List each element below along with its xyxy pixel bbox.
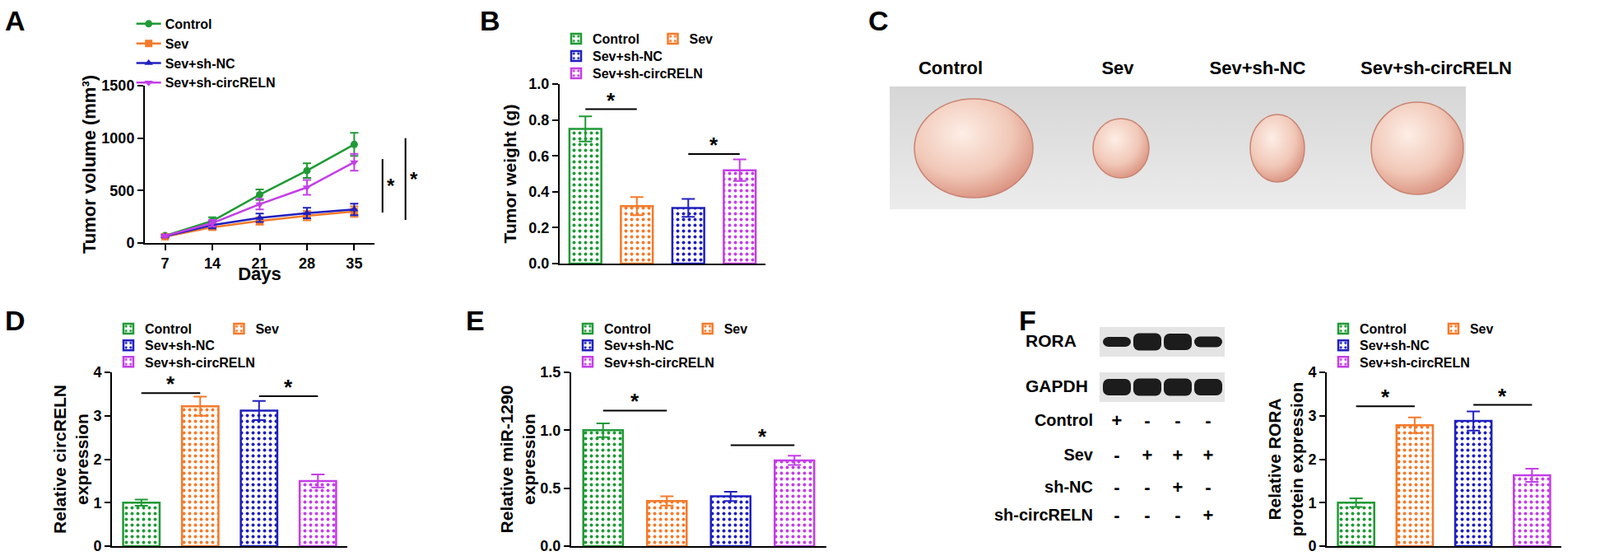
svg-text:Sev: Sev — [1063, 445, 1094, 464]
svg-text:*: * — [386, 174, 396, 197]
svg-text:0.6: 0.6 — [528, 148, 549, 165]
svg-text:Sev: Sev — [165, 37, 190, 52]
svg-text:1: 1 — [93, 494, 102, 512]
svg-text:Sev+sh-circRELN: Sev+sh-circRELN — [1359, 355, 1470, 370]
svg-text:-: - — [1204, 409, 1211, 431]
svg-text:0.5: 0.5 — [539, 479, 561, 497]
svg-text:0: 0 — [1307, 537, 1317, 554]
svg-text:-: - — [1174, 504, 1181, 526]
svg-text:RORA: RORA — [1025, 330, 1077, 350]
svg-text:*: * — [630, 388, 640, 414]
svg-text:21: 21 — [251, 255, 268, 272]
svg-text:-: - — [1204, 476, 1211, 498]
svg-text:Sev+sh-circRELN: Sev+sh-circRELN — [1360, 57, 1512, 79]
svg-text:14: 14 — [204, 255, 221, 272]
svg-text:-: - — [1144, 476, 1150, 498]
svg-text:0.8: 0.8 — [528, 111, 549, 129]
svg-text:GAPDH: GAPDH — [1025, 376, 1089, 396]
svg-text:*: * — [758, 423, 768, 449]
svg-text:-: - — [1113, 476, 1120, 498]
svg-text:Sev: Sev — [1101, 57, 1135, 79]
svg-text:*: * — [283, 374, 294, 400]
svg-text:0: 0 — [93, 537, 102, 554]
svg-text:B: B — [479, 4, 501, 37]
svg-text:0.2: 0.2 — [528, 219, 549, 237]
svg-text:0.0: 0.0 — [539, 537, 561, 554]
svg-text:Control: Control — [592, 32, 640, 47]
svg-text:Sev+sh-NC: Sev+sh-NC — [1209, 57, 1307, 79]
svg-text:1.0: 1.0 — [539, 422, 561, 439]
svg-text:E: E — [465, 304, 485, 336]
svg-text:A: A — [4, 4, 26, 37]
svg-text:28: 28 — [298, 255, 316, 272]
svg-text:Control: Control — [165, 17, 213, 32]
svg-text:35: 35 — [345, 255, 363, 272]
svg-text:+: + — [1142, 444, 1154, 466]
svg-text:D: D — [4, 304, 26, 336]
svg-text:Sev+sh-circRELN: Sev+sh-circRELN — [165, 75, 276, 90]
svg-text:*: * — [606, 88, 616, 113]
svg-text:2: 2 — [1307, 451, 1317, 468]
svg-text:+: + — [1172, 444, 1184, 466]
svg-text:0.4: 0.4 — [528, 183, 549, 200]
svg-text:Sev+sh-NC: Sev+sh-NC — [165, 56, 236, 71]
svg-text:Sev+sh-NC: Sev+sh-NC — [592, 49, 663, 64]
svg-text:Sev+sh-NC: Sev+sh-NC — [1359, 338, 1430, 353]
svg-text:1500: 1500 — [101, 77, 135, 94]
svg-text:500: 500 — [109, 182, 135, 200]
svg-text:C: C — [868, 4, 889, 37]
svg-text:0.0: 0.0 — [528, 255, 549, 272]
svg-text:*: * — [1497, 383, 1507, 409]
svg-text:Sev: Sev — [255, 321, 280, 336]
svg-text:sh-circRELN: sh-circRELN — [994, 505, 1094, 524]
svg-text:*: * — [1381, 384, 1391, 410]
svg-text:4: 4 — [1307, 363, 1317, 381]
svg-text:7: 7 — [161, 255, 170, 272]
svg-text:Sev: Sev — [689, 32, 714, 47]
svg-text:1000: 1000 — [101, 130, 135, 147]
svg-text:-: - — [1144, 409, 1150, 431]
svg-text:Sev: Sev — [1469, 321, 1494, 336]
svg-text:Sev+sh-circRELN: Sev+sh-circRELN — [144, 355, 256, 370]
svg-text:+: + — [1111, 409, 1123, 431]
svg-text:4: 4 — [93, 363, 102, 381]
svg-text:+: + — [1172, 476, 1184, 498]
svg-text:Sev+sh-NC: Sev+sh-NC — [144, 338, 215, 353]
svg-text:+: + — [1203, 444, 1214, 466]
svg-text:3: 3 — [1307, 407, 1317, 424]
svg-text:*: * — [709, 132, 719, 158]
svg-text:-: - — [1113, 504, 1120, 526]
svg-text:*: * — [166, 371, 176, 396]
svg-text:-: - — [1174, 409, 1181, 431]
svg-text:Sev: Sev — [724, 321, 749, 336]
svg-text:Relative RORAprotein expressio: Relative RORAprotein expression — [1265, 381, 1307, 537]
svg-text:1.5: 1.5 — [539, 363, 561, 381]
svg-text:Control: Control — [1034, 410, 1094, 429]
svg-text:F: F — [1018, 304, 1037, 336]
svg-text:2: 2 — [93, 451, 102, 468]
svg-text:Days: Days — [237, 263, 282, 284]
svg-text:-: - — [1144, 504, 1150, 526]
svg-text:3: 3 — [93, 407, 102, 424]
svg-text:Control: Control — [604, 321, 652, 336]
svg-text:Control: Control — [1359, 321, 1407, 336]
svg-text:0: 0 — [125, 234, 135, 252]
svg-text:Sev+sh-circRELN: Sev+sh-circRELN — [592, 66, 703, 81]
svg-text:Sev+sh-circRELN: Sev+sh-circRELN — [604, 355, 715, 370]
svg-text:1: 1 — [1307, 494, 1317, 512]
svg-text:Tumor volume (mm³): Tumor volume (mm³) — [79, 74, 100, 254]
svg-text:Sev+sh-NC: Sev+sh-NC — [604, 338, 675, 353]
svg-text:*: * — [409, 167, 419, 191]
svg-text:+: + — [1203, 504, 1214, 526]
svg-text:-: - — [1113, 444, 1120, 466]
svg-text:Control: Control — [918, 57, 983, 79]
svg-text:sh-NC: sh-NC — [1044, 477, 1094, 496]
svg-text:Tumor weight (g): Tumor weight (g) — [500, 104, 520, 244]
svg-text:Control: Control — [144, 321, 192, 336]
svg-text:Relative circRELNexpression: Relative circRELNexpression — [50, 384, 92, 534]
svg-text:1.0: 1.0 — [528, 75, 549, 93]
svg-text:Relative miR-1290expression: Relative miR-1290expression — [497, 385, 539, 534]
